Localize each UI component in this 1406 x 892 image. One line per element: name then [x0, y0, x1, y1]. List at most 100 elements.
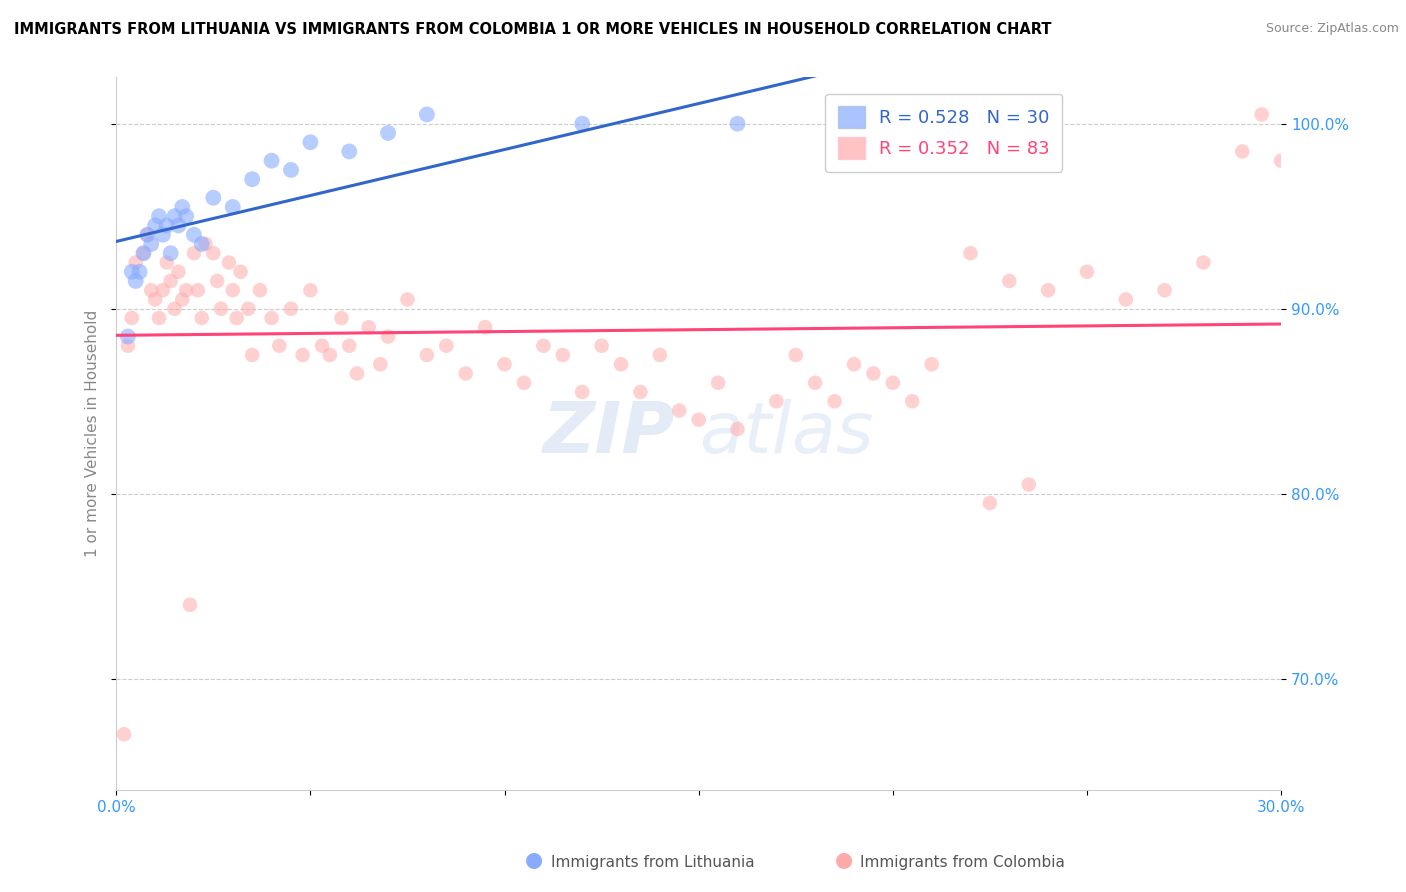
Point	[117, 339, 139, 353]
Point	[174, 209, 197, 223]
Point	[117, 329, 139, 343]
Point	[291, 348, 314, 362]
Point	[280, 163, 302, 178]
Text: Immigrants from Lithuania: Immigrants from Lithuania	[551, 855, 755, 870]
Point	[474, 320, 496, 334]
Point	[260, 310, 283, 325]
Text: Immigrants from Colombia: Immigrants from Colombia	[860, 855, 1066, 870]
Point	[143, 219, 166, 233]
Point	[190, 237, 212, 252]
Point	[727, 422, 749, 436]
Point	[824, 394, 846, 409]
Point	[1018, 477, 1040, 491]
Point	[1153, 283, 1175, 297]
Point	[1270, 153, 1292, 168]
Point	[167, 219, 190, 233]
Point	[648, 348, 671, 362]
Point	[249, 283, 271, 297]
Point	[707, 376, 730, 390]
Point	[571, 384, 593, 399]
Point	[368, 357, 391, 371]
Point	[346, 367, 368, 381]
Point	[229, 265, 252, 279]
Point	[190, 310, 212, 325]
Point	[551, 348, 574, 362]
Point	[163, 209, 186, 223]
Legend: R = 0.528   N = 30, R = 0.352   N = 83: R = 0.528 N = 30, R = 0.352 N = 83	[825, 94, 1063, 172]
Point	[416, 107, 439, 121]
Point	[152, 283, 174, 297]
Point	[1232, 145, 1254, 159]
Point	[172, 293, 194, 307]
Point	[434, 339, 457, 353]
Point	[862, 367, 884, 381]
Point	[998, 274, 1021, 288]
Point	[804, 376, 827, 390]
Point	[218, 255, 240, 269]
Point	[882, 376, 904, 390]
Point	[357, 320, 380, 334]
Point	[163, 301, 186, 316]
Point	[240, 172, 263, 186]
Point	[330, 310, 353, 325]
Point	[112, 727, 135, 741]
Point	[299, 135, 322, 149]
Point	[377, 329, 399, 343]
Point	[136, 227, 159, 242]
Point	[591, 339, 613, 353]
Point	[959, 246, 981, 260]
Point	[513, 376, 536, 390]
Point	[494, 357, 516, 371]
Point	[167, 265, 190, 279]
Point	[688, 413, 710, 427]
Point	[979, 496, 1001, 510]
Point	[337, 339, 360, 353]
Point	[765, 394, 787, 409]
Point	[156, 219, 179, 233]
Point	[159, 274, 181, 288]
Point	[454, 367, 477, 381]
Point	[121, 265, 143, 279]
Point	[141, 283, 163, 297]
Point	[152, 227, 174, 242]
Point	[531, 339, 554, 353]
Point	[174, 283, 197, 297]
Point	[225, 310, 247, 325]
Point	[319, 348, 342, 362]
Point	[132, 246, 155, 260]
Point	[148, 310, 170, 325]
Point	[194, 237, 217, 252]
Point	[901, 394, 924, 409]
Point	[299, 283, 322, 297]
Point	[240, 348, 263, 362]
Point	[1076, 265, 1098, 279]
Point	[1036, 283, 1059, 297]
Point	[156, 255, 179, 269]
Text: atlas: atlas	[699, 399, 873, 468]
Point	[172, 200, 194, 214]
Point	[630, 384, 652, 399]
Point	[136, 227, 159, 242]
Point	[143, 293, 166, 307]
Point	[921, 98, 943, 112]
Point	[202, 191, 225, 205]
Point	[842, 357, 865, 371]
Point	[183, 246, 205, 260]
Text: ZIP: ZIP	[543, 399, 675, 468]
Point	[179, 598, 201, 612]
Point	[571, 117, 593, 131]
Text: ●: ●	[835, 850, 852, 870]
Point	[337, 145, 360, 159]
Point	[205, 274, 228, 288]
Point	[396, 293, 419, 307]
Point	[209, 301, 232, 316]
Point	[238, 301, 260, 316]
Point	[1250, 107, 1272, 121]
Point	[222, 283, 245, 297]
Point	[202, 246, 225, 260]
Point	[1192, 255, 1215, 269]
Point	[148, 209, 170, 223]
Text: ●: ●	[526, 850, 543, 870]
Point	[785, 348, 807, 362]
Point	[128, 265, 150, 279]
